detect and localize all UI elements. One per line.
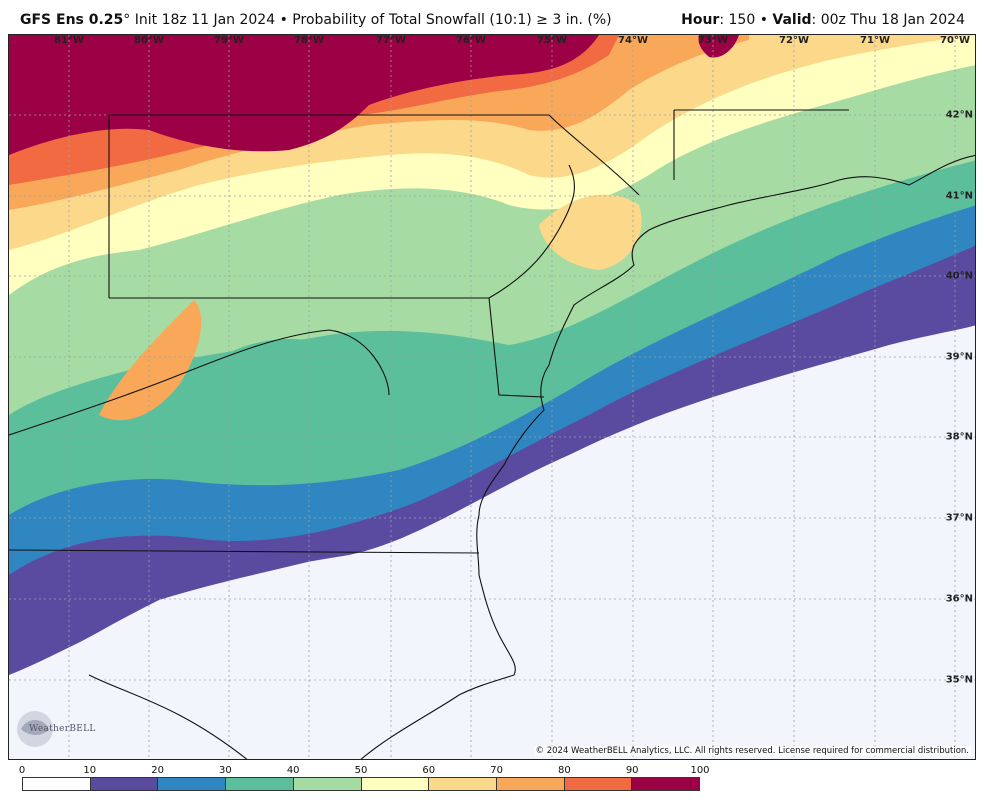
snowfall-probability-map [9,35,975,759]
copyright-notice: © 2024 WeatherBELL Analytics, LLC. All r… [533,746,971,756]
colorbar-segment [23,778,91,790]
colorbar-tick-label: 90 [625,765,639,776]
band-30-40-inland [209,338,357,436]
band-90-100 [9,35,599,155]
colorbar-segment [90,778,159,790]
band-60-70-east [539,194,642,270]
latitude-label: 38°N [945,431,973,443]
latitude-label: 35°N [945,674,973,686]
state-border-nj-pa [488,164,575,299]
map-title: GFS Ens 0.25° Init 18z 11 Jan 2024 • Pro… [20,12,612,28]
valid-label: Valid [772,12,812,28]
colorbar-segment [429,778,497,790]
longitude-label: 71°W [860,35,890,46]
colorbar-tick-label: 100 [690,765,710,776]
latitude-label: 40°N [945,270,973,282]
colorbar-segment [361,778,430,790]
longitude-label: 73°W [698,35,728,46]
longitude-label: 74°W [618,35,648,46]
colorbar-tick-label: 50 [354,765,368,776]
header: GFS Ens 0.25° Init 18z 11 Jan 2024 • Pro… [0,0,984,34]
colorbar-tick-label: 40 [286,765,300,776]
colorbar-tick-label: 70 [490,765,503,776]
valid-value: : 00z Thu 18 Jan 2024 [811,12,965,28]
longitude-label: 76°W [456,35,486,46]
longitude-label: 72°W [779,35,809,46]
colorbar-tick-label: 60 [422,765,436,776]
degree-symbol: ° [123,12,131,28]
colorbar-tick-label: 0 [18,765,26,776]
logo-swirl-icon [17,711,53,747]
colorbar-segment [632,778,700,790]
latitude-label: 36°N [945,593,973,605]
state-border-de [488,297,545,398]
state-border-va-nc [9,549,480,554]
colorbar-tick-label: 10 [83,765,97,776]
latitude-label: 42°N [945,109,973,121]
bullet-separator: • [279,12,288,28]
init-time: Init 18z 11 Jan 2024 [134,12,276,28]
threshold: ≥ 3 in. (%) [536,12,612,28]
longitude-label: 79°W [214,35,244,46]
latitude-label: 41°N [945,190,973,202]
longitude-label: 77°W [376,35,406,46]
longitude-label: 80°W [134,35,164,46]
colorbar-segment [496,778,565,790]
longitude-label: 81°W [54,35,84,46]
forecast-time: Hour: 150 • Valid: 00z Thu 18 Jan 2024 [681,12,965,28]
latitude-label: 37°N [945,512,973,524]
coastline [360,154,975,759]
colorbar-segment [158,778,227,790]
colorbar-segment [293,778,362,790]
bullet-separator-2: • [759,12,768,28]
state-border-nc-sc [88,674,248,759]
map-panel: 81°W 80°W 79°W 78°W 77°W 76°W 75°W 74°W … [8,34,976,760]
band-40-50-inland [229,224,489,312]
hour-value: : 150 [719,12,756,28]
band-70-80-west [99,300,202,421]
longitude-label: 78°W [294,35,324,46]
colorbar-tick-label: 20 [151,765,164,776]
latitude-label: 39°N [945,351,973,363]
weatherbell-logo: WeatherBELL [13,707,103,751]
longitude-label: 75°W [537,35,567,46]
longitude-label: 70°W [940,35,970,46]
colorbar-segment [564,778,633,790]
borders [9,109,975,759]
product-name: Probability of Total Snowfall (10:1) [292,12,532,28]
state-border-ny-nj [548,114,640,196]
colorbar [22,777,700,791]
logo-text: WeatherBELL [29,724,96,734]
model-name: GFS Ens 0.25 [20,12,124,28]
colorbar-segment [226,778,294,790]
colorbar-tick-label: 30 [219,765,232,776]
state-border-md-va [9,329,390,436]
colorbar-tick-label: 80 [558,765,571,776]
hour-label: Hour [681,12,720,28]
band-90-100-ne [698,35,739,58]
